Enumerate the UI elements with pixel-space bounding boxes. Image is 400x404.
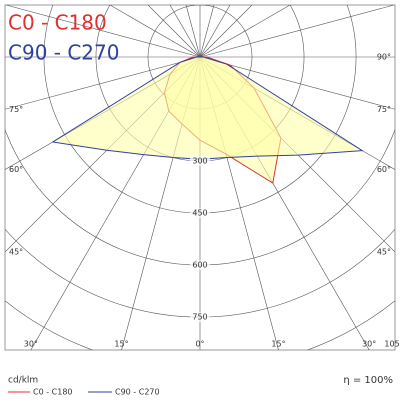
angle-tick-label: 60° bbox=[377, 165, 391, 174]
legend-title-blue: C90 - C270 bbox=[8, 41, 119, 65]
grid-ray bbox=[199, 5, 395, 58]
tick-label-bg bbox=[190, 208, 210, 219]
grid-ray bbox=[5, 5, 201, 58]
angle-tick-label: 90° bbox=[377, 53, 391, 62]
grid-ray bbox=[147, 5, 201, 58]
legend-label: C90 - C270 bbox=[115, 388, 160, 397]
grid-ray bbox=[5, 56, 201, 110]
r-tick-label: 600 bbox=[192, 261, 207, 270]
tick-label-bg bbox=[190, 312, 210, 323]
angle-tick-label: 30° bbox=[362, 340, 376, 349]
grid-ray bbox=[199, 5, 215, 58]
grid-ray bbox=[199, 5, 253, 58]
r-tick-label: 450 bbox=[192, 209, 207, 218]
legend-label: C0 - C180 bbox=[33, 388, 73, 397]
angle-tick-label: 105° bbox=[384, 340, 400, 349]
legend-title-red: C0 - C180 bbox=[8, 11, 107, 35]
r-tick-label: 750 bbox=[192, 313, 207, 322]
unit-label: cd/klm bbox=[8, 376, 38, 386]
angle-tick-label: 0° bbox=[195, 340, 204, 349]
angle-tick-label: 15° bbox=[114, 340, 128, 349]
labels: 300 450 600 750 75° 60° 45° 30° 15° 0° 15° 30° 45° 60… bbox=[9, 53, 400, 349]
angle-tick-label: 45° bbox=[9, 248, 23, 257]
grid-ray bbox=[169, 5, 201, 58]
grid-ray bbox=[199, 5, 291, 58]
angle-tick-label: 75° bbox=[9, 105, 23, 114]
tick-label-bg bbox=[190, 260, 210, 271]
grid-ray bbox=[109, 5, 201, 58]
angle-tick-label: 30° bbox=[24, 340, 38, 349]
curves bbox=[51, 56, 364, 184]
angle-tick-label: 45° bbox=[377, 248, 391, 257]
tick-label-bg bbox=[190, 156, 210, 167]
grid-ray bbox=[185, 5, 201, 58]
light-curve bbox=[51, 56, 364, 160]
angle-tick-label: 75° bbox=[377, 105, 391, 114]
grid-ray bbox=[199, 5, 231, 58]
grid-ray bbox=[199, 56, 395, 110]
angle-tick-label: 60° bbox=[9, 165, 23, 174]
r-tick-label: 300 bbox=[192, 157, 207, 166]
efficiency-label: η = 100% bbox=[343, 375, 393, 386]
angle-tick-label: 15° bbox=[271, 340, 285, 349]
